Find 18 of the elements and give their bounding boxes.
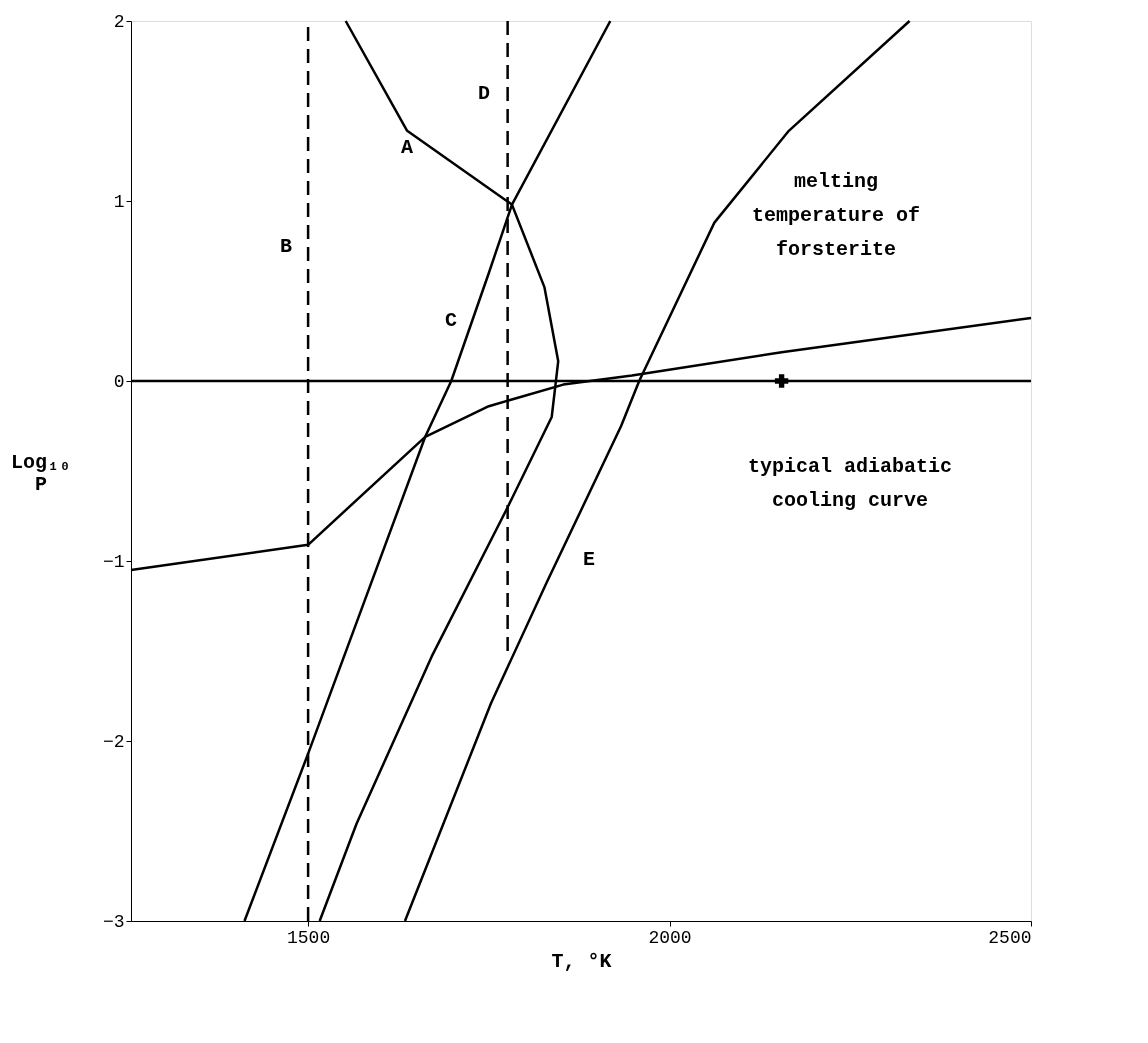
y-tick-label: 0 xyxy=(113,371,125,392)
y-tick-label: 1 xyxy=(113,191,125,212)
x-tick-label: 2500 xyxy=(988,927,1032,948)
y-axis-title: Log₁₀ P xyxy=(10,450,71,496)
x-tick-label: 1500 xyxy=(287,927,331,948)
annotation: D xyxy=(477,82,491,105)
annotation: E xyxy=(582,548,596,571)
annotation: C xyxy=(444,309,458,332)
annotation: melting temperature of forsterite xyxy=(751,170,921,261)
y-tick-label: −2 xyxy=(102,731,125,752)
x-axis-title: T, °K xyxy=(551,949,612,973)
annotation: typical adiabatic cooling curve xyxy=(747,455,953,512)
y-tick-label: 2 xyxy=(113,11,125,32)
y-tick-label: −1 xyxy=(102,551,125,572)
annotation: B xyxy=(279,235,293,258)
annotation: A xyxy=(400,136,414,159)
x-tick-label: 2000 xyxy=(648,927,692,948)
y-tick-label: −3 xyxy=(102,911,125,932)
